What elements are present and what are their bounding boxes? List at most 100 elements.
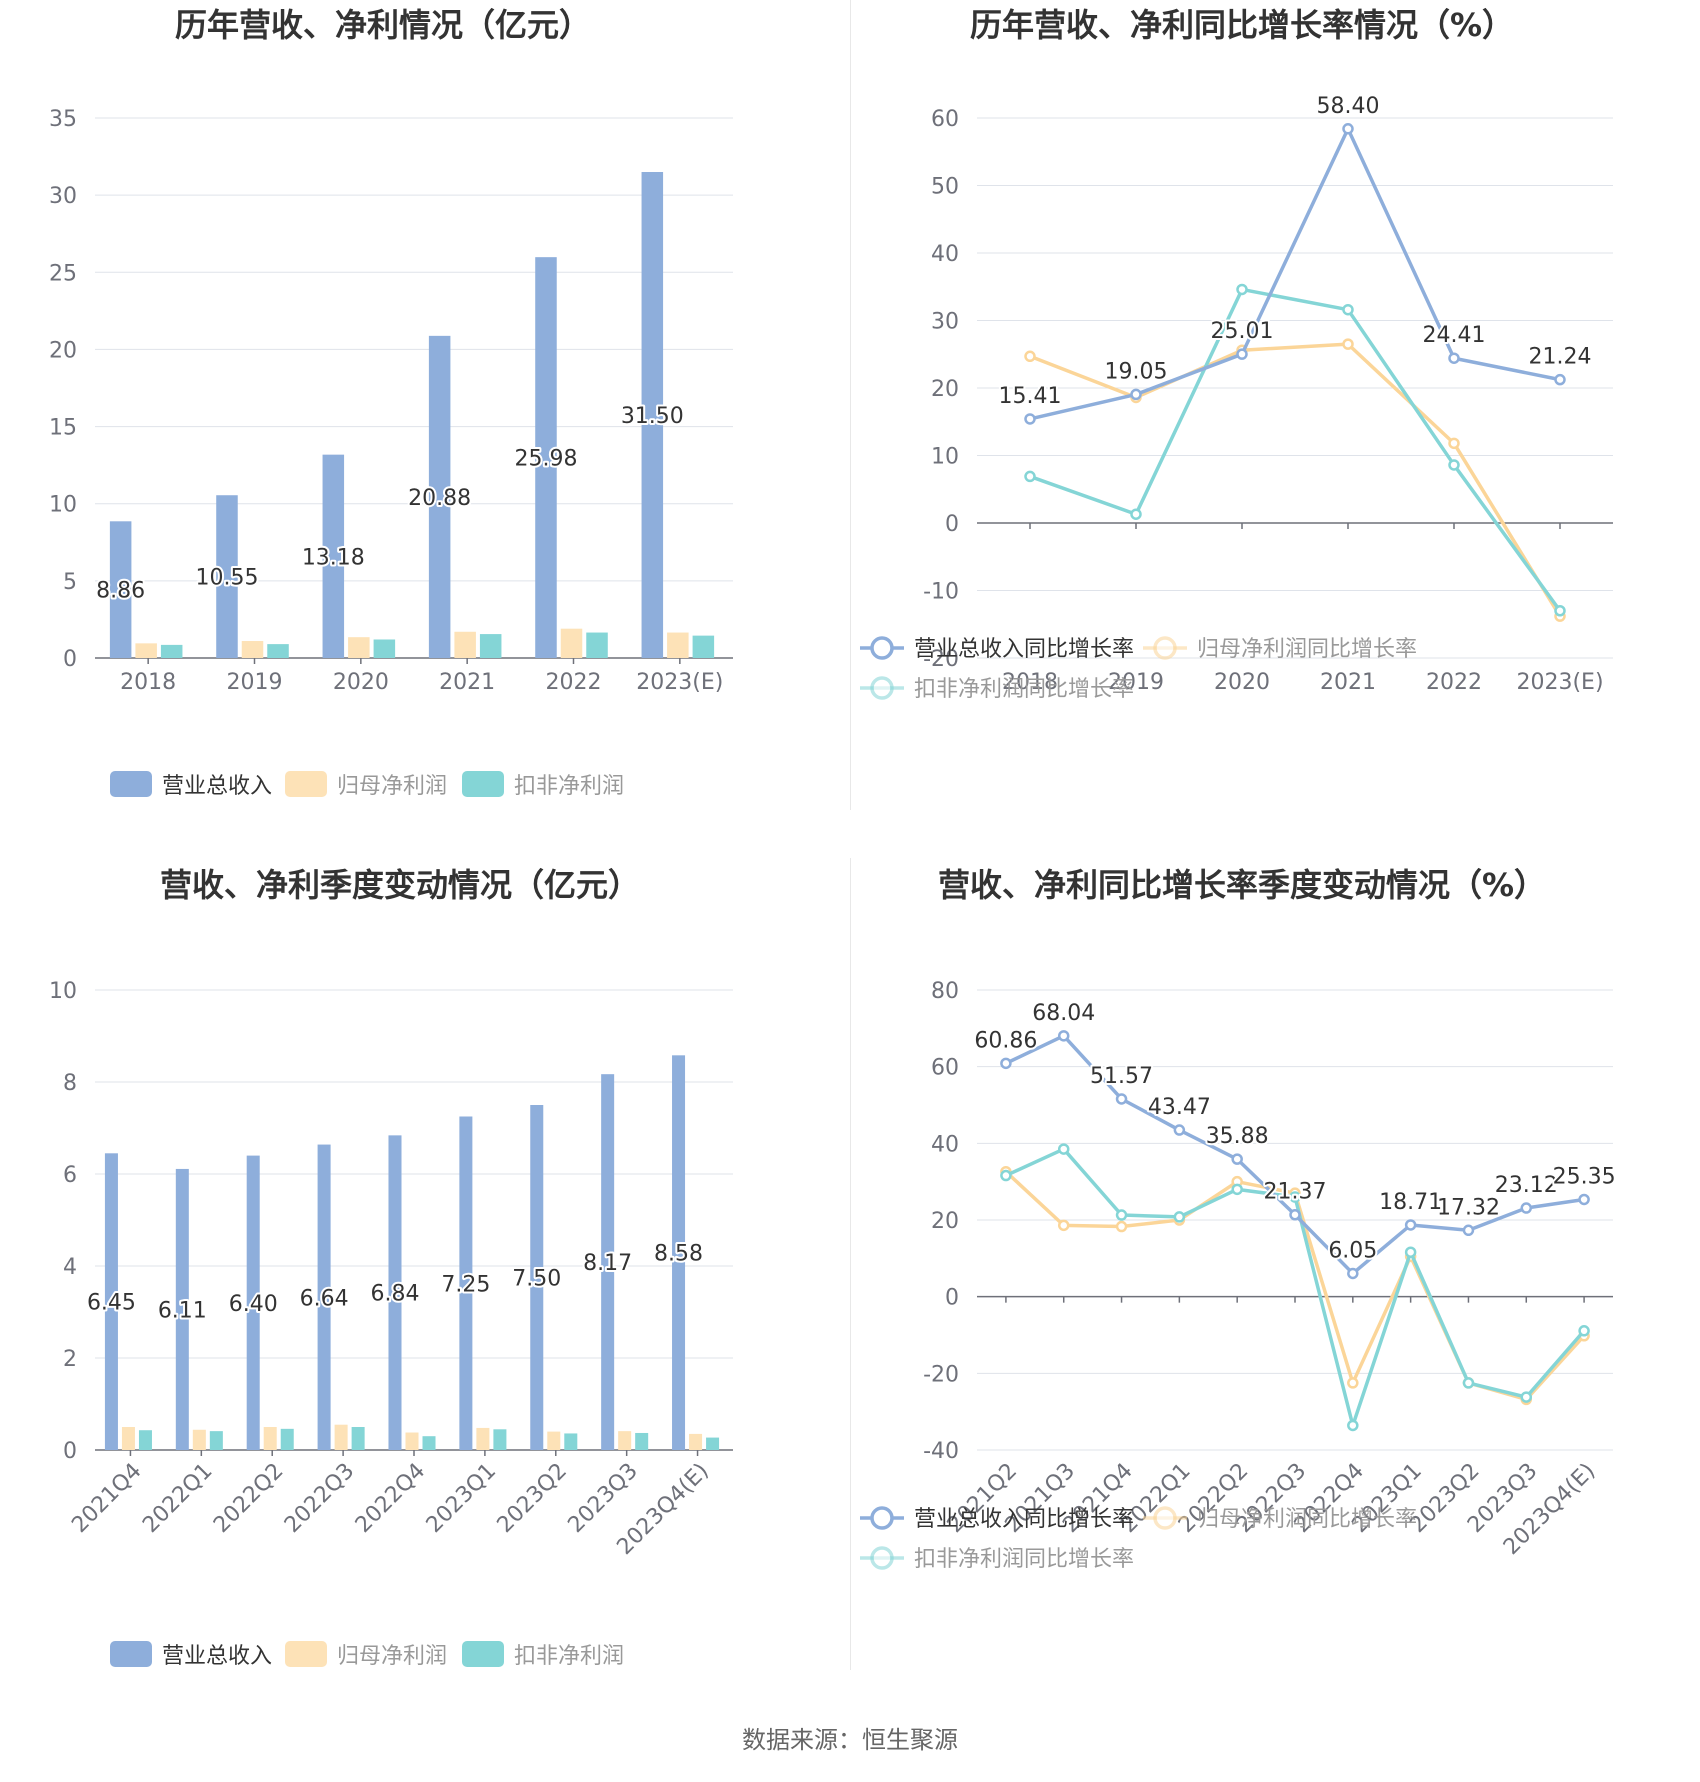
- legend-swatch: [462, 1641, 504, 1667]
- y-tick-label: 0: [63, 1439, 77, 1464]
- legend-label: 归母净利润: [337, 774, 447, 799]
- data-point: [1462, 1377, 1475, 1389]
- x-tick-label: 2023(E): [1516, 670, 1603, 695]
- data-point: [1024, 413, 1036, 425]
- bar: [618, 1431, 632, 1450]
- bar: [672, 1055, 686, 1450]
- data-point: [1342, 303, 1354, 316]
- data-label: 6.84: [370, 1282, 419, 1307]
- y-tick-label: 0: [945, 1286, 959, 1311]
- data-label: 20.88: [408, 486, 471, 511]
- bar: [280, 1428, 294, 1450]
- data-label: 7.25: [441, 1272, 490, 1297]
- bar: [351, 1427, 365, 1450]
- data-label: 18.71: [1379, 1190, 1442, 1215]
- bar: [263, 1427, 277, 1450]
- x-tick-label: 2022Q1: [138, 1459, 217, 1538]
- y-tick-label: -40: [923, 1439, 959, 1464]
- chart-annual-growth: 历年营收、净利同比增长率情况（%） -20 -10 0 10 20 30 40 50 60 201…: [850, 0, 1700, 820]
- bar: [192, 1429, 206, 1450]
- legend-label: 营业总收入: [162, 1644, 272, 1669]
- chart-title: 营收、净利季度变动情况（亿元）: [160, 866, 640, 904]
- chart-quarterly-growth: 营收、净利同比增长率季度变动情况（%） -40 -20 0 20 40 60 80 2021Q…: [850, 860, 1700, 1680]
- y-tick-label: 15: [49, 416, 77, 441]
- data-point: [1578, 1325, 1590, 1337]
- x-tick-label: 2021: [439, 670, 495, 695]
- data-point: [1236, 283, 1248, 296]
- bar: [267, 644, 289, 658]
- legend-swatch: [285, 771, 327, 797]
- bar: [493, 1429, 507, 1450]
- data-label: 25.01: [1211, 319, 1274, 344]
- bar: [388, 1135, 402, 1450]
- bar: [334, 1424, 348, 1450]
- data-point: [1462, 1224, 1475, 1237]
- data-label: 6.45: [87, 1291, 136, 1316]
- data-point: [1115, 1209, 1128, 1221]
- x-tick-label: 2018: [1002, 670, 1058, 695]
- legend-label: 扣非净利润: [514, 1644, 624, 1669]
- x-tick-label: 2018: [120, 670, 176, 695]
- y-tick-label: 10: [49, 493, 77, 518]
- y-tick-label: 25: [49, 261, 77, 286]
- legend-label: 营业总收入同比增长率: [914, 1507, 1134, 1532]
- bar: [348, 637, 370, 658]
- data-point: [1520, 1202, 1533, 1214]
- data-label: 8.86: [96, 579, 145, 604]
- x-tick-label: 2019: [1108, 670, 1164, 695]
- x-tick-label: 2022Q2: [209, 1459, 288, 1538]
- bar: [641, 172, 664, 658]
- y-tick-label: 30: [49, 184, 77, 209]
- legend-label: 归母净利润: [337, 1644, 447, 1669]
- data-label: 21.24: [1529, 345, 1592, 370]
- y-tick-label: 10: [49, 979, 77, 1004]
- bar: [560, 628, 583, 658]
- x-tick-label: 2020: [333, 670, 389, 695]
- bar: [530, 1105, 544, 1450]
- legend-marker: [870, 1506, 894, 1530]
- y-tick-label: 80: [931, 979, 959, 1004]
- chart-quarterly-amount-svg: 营收、净利季度变动情况（亿元） 02468102021Q42022Q12022Q…: [49, 866, 733, 1669]
- data-point: [1057, 1143, 1070, 1155]
- bar: [601, 1074, 615, 1450]
- bar: [535, 257, 557, 658]
- data-point: [1347, 1377, 1359, 1389]
- data-point: [1231, 1183, 1243, 1196]
- data-source-footer: 数据来源：恒生聚源: [742, 1726, 958, 1754]
- plot-area: -20 -10 0 10 20 30 40 50 60 2018 2019 2020 2021 2022 2…: [923, 92, 1613, 695]
- y-tick-label: 50: [931, 175, 959, 200]
- data-point: [1057, 1030, 1070, 1042]
- data-point: [1404, 1246, 1417, 1258]
- legend-label: 扣非净利润同比增长率: [914, 677, 1134, 702]
- plot-area: -40-200204060802021Q22021Q32021Q42022Q12…: [923, 979, 1618, 1560]
- data-label: 51.57: [1090, 1064, 1153, 1089]
- bar: [317, 1144, 331, 1450]
- x-tick-label: 2022: [546, 670, 602, 695]
- plot-area: 02468102021Q42022Q12022Q22022Q32022Q4202…: [49, 979, 733, 1560]
- bar: [405, 1432, 419, 1450]
- bar: [160, 644, 183, 658]
- data-label: 6.64: [300, 1286, 349, 1311]
- data-label: 15.41: [999, 384, 1062, 409]
- data-point: [1520, 1391, 1533, 1403]
- data-point: [1289, 1208, 1301, 1221]
- data-label: 31.50: [621, 404, 684, 429]
- vertical-divider-top: [850, 0, 851, 810]
- y-tick-label: 0: [63, 647, 77, 672]
- data-label: 19.05: [1105, 359, 1168, 384]
- legend: 营业总收入 归母净利润 扣非净利润: [110, 1641, 624, 1669]
- bar: [547, 1431, 561, 1450]
- chart-annual-growth-svg: 历年营收、净利同比增长率情况（%） -20 -10 0 10 20 30 40 50 60 201…: [860, 6, 1613, 702]
- legend-marker: [870, 636, 894, 660]
- data-point: [1347, 1419, 1359, 1432]
- y-tick-label: -20: [923, 1362, 959, 1387]
- legend-label: 归母净利润同比增长率: [1197, 1507, 1417, 1532]
- chart-title: 历年营收、净利同比增长率情况（%）: [970, 6, 1514, 44]
- data-label: 25.98: [514, 447, 577, 472]
- bar: [459, 1116, 473, 1450]
- bar: [689, 1433, 703, 1450]
- data-point: [1448, 352, 1460, 364]
- bar: [586, 632, 608, 658]
- vertical-divider-bottom: [850, 858, 851, 1670]
